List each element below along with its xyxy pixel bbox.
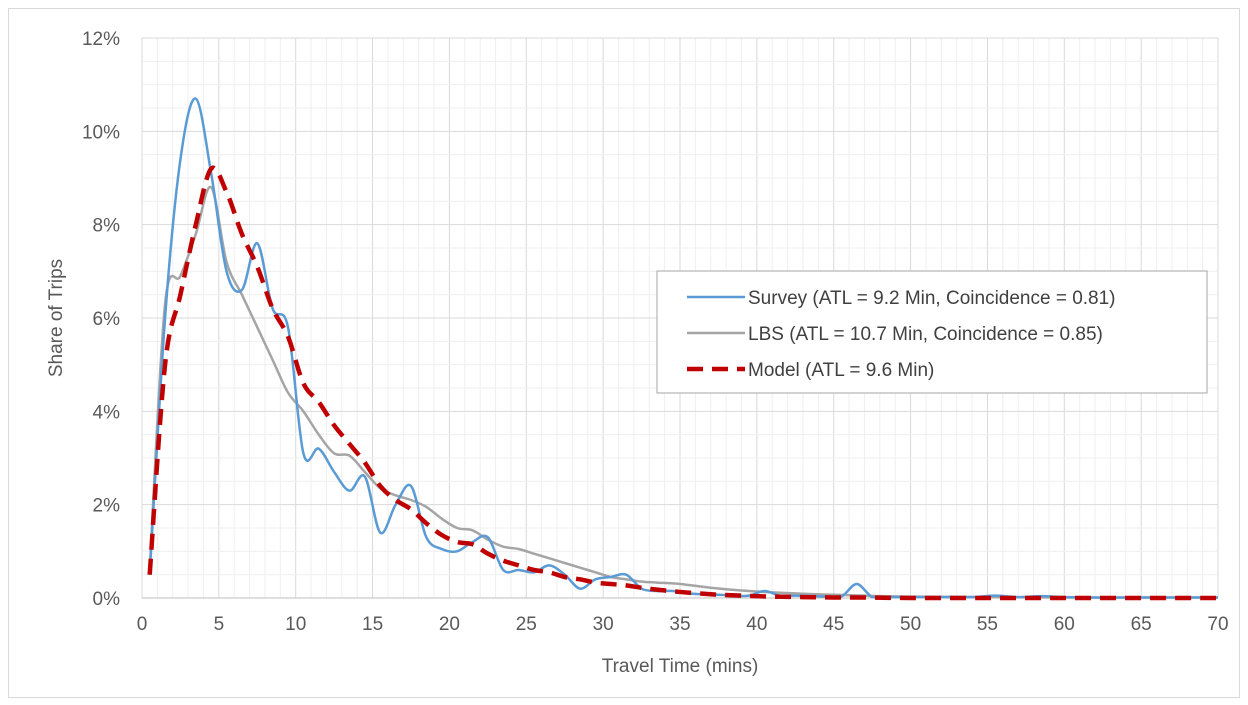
x-tick-label: 40 — [746, 614, 767, 635]
y-axis-title: Share of Trips — [46, 259, 67, 377]
series-lines — [147, 97, 1218, 601]
legend: Survey (ATL = 9.2 Min, Coincidence = 0.8… — [656, 270, 1208, 394]
legend-box — [656, 270, 1208, 394]
y-tick-label: 4% — [93, 402, 121, 423]
x-tick-label: 25 — [516, 614, 537, 635]
legend-label-2: Model (ATL = 9.6 Min) — [748, 360, 934, 381]
y-tick-label: 8% — [93, 216, 121, 237]
y-tick-label: 6% — [93, 309, 121, 330]
x-tick-label: 50 — [900, 614, 921, 635]
y-tick-label: 2% — [93, 496, 121, 517]
axes: 0 5 10 15 20 25 30 35 40 45 50 55 60 65 70 0% 2% 4% 6% 8% 10… — [82, 29, 1229, 635]
legend-label-0: Survey (ATL = 9.2 Min, Coincidence = 0.8… — [748, 288, 1116, 309]
x-tick-label: 15 — [362, 614, 383, 635]
y-tick-label: 10% — [82, 122, 120, 143]
x-tick-label: 45 — [823, 614, 844, 635]
x-tick-label: 60 — [1054, 614, 1075, 635]
series-line-2 — [147, 165, 1218, 601]
y-tick-label: 12% — [82, 29, 120, 50]
legend-label-1: LBS (ATL = 10.7 Min, Coincidence = 0.85) — [748, 324, 1103, 345]
x-tick-label: 10 — [285, 614, 306, 635]
x-tick-label: 55 — [977, 614, 998, 635]
x-tick-label: 20 — [439, 614, 460, 635]
y-tick-label: 0% — [93, 589, 121, 610]
series-line-1 — [148, 186, 1218, 599]
x-tick-label: 70 — [1207, 614, 1228, 635]
x-tick-label: 0 — [137, 614, 148, 635]
x-tick-label: 5 — [214, 614, 225, 635]
x-axis-title: Travel Time (mins) — [602, 656, 759, 677]
x-tick-label: 35 — [669, 614, 690, 635]
x-tick-label: 65 — [1131, 614, 1152, 635]
x-tick-label: 30 — [593, 614, 614, 635]
